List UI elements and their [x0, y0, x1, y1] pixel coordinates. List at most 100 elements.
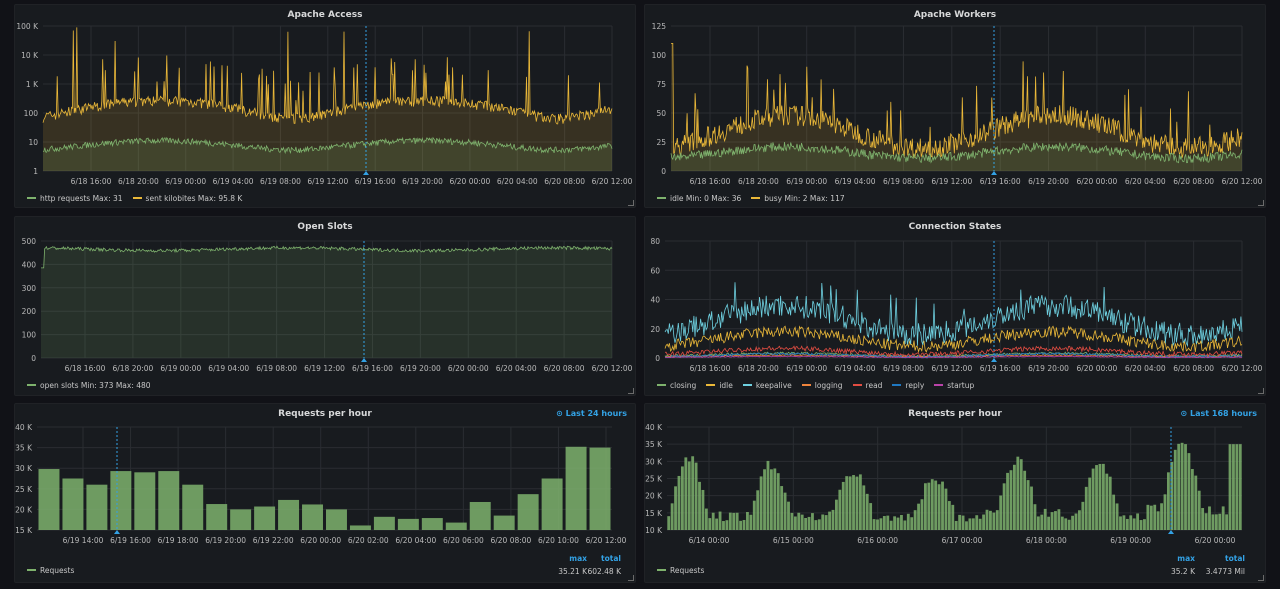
bar [735, 512, 739, 530]
bar [739, 520, 742, 530]
panel-title[interactable]: Apache Access [287, 10, 363, 20]
panel-title[interactable]: Connection States [908, 222, 1002, 232]
bar [1091, 468, 1095, 530]
bar [1146, 504, 1150, 530]
x-tick-label: 6/19 12:00 [931, 177, 972, 186]
legend-swatch [657, 197, 666, 199]
bar [1084, 486, 1088, 530]
panel-title[interactable]: Apache Workers [913, 10, 997, 20]
stats-total-header[interactable]: total [1225, 554, 1245, 563]
legend-item[interactable]: startup [934, 381, 974, 390]
legend-item[interactable]: http requests Max: 31 [27, 194, 123, 203]
legend-item[interactable]: logging [801, 381, 843, 390]
chart-svg: 1 10 100 1 K 10 K 100 K 6/18 16:00 6/18 20:00 6/… [16, 22, 632, 186]
x-tick-label: 6/20 00:00 [300, 536, 341, 545]
bar [906, 513, 910, 530]
panel-title[interactable]: Requests per hour [908, 409, 1002, 419]
bar [1033, 504, 1037, 530]
bar [1081, 501, 1085, 530]
bar [1078, 510, 1081, 530]
bar [1125, 518, 1129, 530]
bar [1016, 456, 1020, 530]
x-tick-label: 6/18 20:00 [738, 364, 779, 373]
y-tick-label: 10 K [21, 51, 39, 60]
bar [879, 518, 883, 530]
x-tick-label: 6/18 20:00 [738, 177, 779, 186]
y-tick-label: 80 [650, 237, 660, 246]
bar [397, 518, 419, 530]
resize-handle[interactable] [1258, 388, 1264, 394]
bar [698, 481, 701, 530]
legend-item[interactable]: open slots Min: 373 Max: 480 [27, 381, 151, 390]
legend-swatch [132, 197, 142, 199]
y-tick-label: 300 [22, 284, 37, 293]
bar [992, 512, 996, 530]
bar [1156, 511, 1160, 530]
bar [715, 518, 719, 530]
panel-title[interactable]: Open Slots [297, 222, 353, 232]
stats-total-header[interactable]: total [601, 554, 621, 563]
x-tick-label: 6/20 12:00 [592, 364, 633, 373]
bar [326, 509, 347, 530]
bar [1060, 516, 1064, 530]
bar [302, 504, 323, 530]
bar [831, 509, 835, 530]
legend-swatch [706, 384, 716, 386]
time-range-info: ⊙ Last 24 hours [556, 409, 627, 418]
bar [1108, 476, 1112, 530]
x-tick-label: 6/19 16:00 [980, 177, 1021, 186]
y-tick-label: 10 [28, 138, 38, 147]
resize-handle[interactable] [1258, 575, 1264, 581]
bar [941, 481, 944, 530]
chart-legend: Requests [27, 566, 84, 575]
resize-handle[interactable] [628, 575, 634, 581]
bar [1064, 518, 1068, 530]
legend-item[interactable]: Requests [27, 566, 74, 575]
stats-max-header[interactable]: max [569, 554, 587, 563]
bar [835, 499, 838, 530]
x-tick-label: 6/20 00:00 [1195, 536, 1236, 545]
legend-item[interactable]: idle [706, 381, 733, 390]
bar [787, 501, 790, 530]
legend-label: sent kilobites Max: 95.8 K [145, 194, 243, 203]
bar [766, 460, 770, 530]
resize-handle[interactable] [628, 388, 634, 394]
x-tick-label: 6/20 00:00 [1076, 177, 1117, 186]
bar [752, 500, 756, 530]
bar [1129, 515, 1133, 530]
y-tick-label: 40 [650, 296, 660, 305]
bar [800, 514, 804, 530]
legend-item[interactable]: busy Min: 2 Max: 117 [751, 194, 845, 203]
legend-item[interactable]: Requests [657, 566, 704, 575]
y-tick-label: 15 K [645, 509, 663, 518]
panel-title[interactable]: Requests per hour [278, 409, 372, 419]
y-tick-label: 30 K [15, 464, 33, 473]
bar [749, 514, 753, 530]
bar [855, 476, 859, 530]
bar [971, 518, 975, 530]
legend-item[interactable]: read [852, 381, 882, 390]
x-tick-label: 6/19 08:00 [256, 364, 297, 373]
legend-swatch [852, 384, 862, 386]
x-tick-label: 6/14 00:00 [689, 536, 730, 545]
bar [858, 474, 862, 530]
resize-handle[interactable] [628, 200, 634, 206]
x-tick-label: 6/20 02:00 [348, 536, 389, 545]
stats-max-header[interactable]: max [1177, 554, 1195, 563]
resize-handle[interactable] [1258, 200, 1264, 206]
legend-item[interactable]: reply [892, 381, 924, 390]
legend-item[interactable]: sent kilobites Max: 95.8 K [132, 194, 243, 203]
legend-label: keepalive [755, 381, 792, 390]
bar [995, 510, 999, 530]
annotation-marker [1168, 530, 1174, 534]
chart-legend: Requests [657, 566, 714, 575]
bar [1101, 463, 1105, 530]
chart-svg: 0 100 200 300 400 500 6/18 16:00 6/18 20:00 6/19… [22, 237, 633, 373]
legend-item[interactable]: closing [657, 381, 696, 390]
legend-item[interactable]: idle Min: 0 Max: 36 [657, 194, 741, 203]
bar [732, 512, 736, 530]
legend-item[interactable]: keepalive [742, 381, 792, 390]
x-tick-label: 6/19 12:00 [931, 364, 972, 373]
clock-icon: ⊙ [556, 409, 563, 418]
bar [1088, 477, 1092, 530]
